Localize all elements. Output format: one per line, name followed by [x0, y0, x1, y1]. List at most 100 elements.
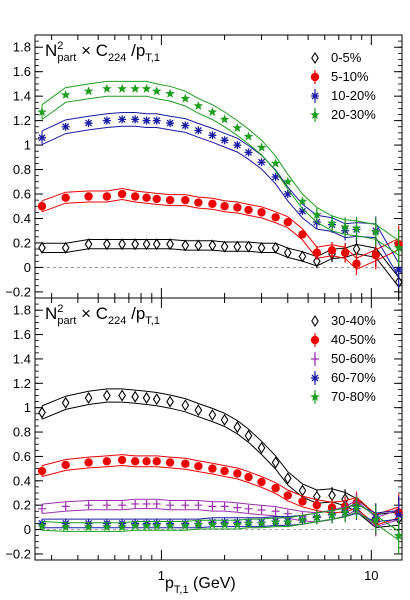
x-tick-label: 10	[364, 568, 378, 583]
legend: 30-40% 40-50% 50-60% 60-70% 70-80%	[310, 313, 376, 404]
data-point	[298, 230, 307, 239]
data-point	[194, 461, 203, 471]
data-point	[394, 510, 403, 519]
data-point	[102, 116, 111, 125]
data-point	[181, 399, 190, 412]
data-point	[152, 238, 161, 251]
data-point	[271, 213, 280, 222]
data-point	[271, 456, 280, 469]
data-point	[233, 503, 242, 512]
data-point	[181, 501, 190, 510]
data-point	[152, 457, 161, 466]
data-point	[83, 522, 94, 532]
data-point	[283, 190, 292, 199]
data-point	[208, 131, 217, 140]
data-point	[102, 192, 112, 201]
plot-frame	[34, 297, 403, 561]
series-10-20%	[38, 112, 403, 289]
series-20-30%	[37, 80, 404, 267]
data-point	[270, 158, 281, 168]
y-tick-label: 1.8	[13, 303, 31, 318]
data-point	[207, 107, 218, 117]
data-point	[244, 240, 253, 253]
data-point	[312, 512, 322, 522]
data-point	[61, 460, 70, 470]
data-point	[165, 195, 175, 205]
data-point	[298, 250, 307, 263]
data-point	[233, 141, 242, 150]
series-30-40%	[38, 388, 403, 538]
data-point	[257, 241, 266, 254]
data-point	[130, 192, 140, 201]
y-tick-label: 0	[24, 522, 31, 537]
data-point	[38, 504, 47, 513]
data-point	[165, 88, 175, 98]
data-point	[328, 489, 336, 502]
data-point	[166, 501, 175, 510]
x-tick-label: 1	[158, 568, 165, 583]
data-point	[84, 501, 93, 510]
y-tick-label: 1.4	[13, 351, 31, 366]
data-point	[257, 441, 266, 454]
panel-title: N2 part × C224 /pT,1	[45, 303, 160, 327]
y-tick-label: 0	[24, 260, 31, 275]
data-point	[84, 192, 93, 201]
y-tick-label: 1.4	[13, 89, 31, 104]
data-point	[371, 250, 380, 260]
data-point	[244, 148, 253, 157]
y-tick-label: −0.2	[5, 546, 31, 561]
data-point	[103, 238, 111, 251]
data-point	[84, 458, 93, 467]
data-point	[118, 501, 127, 510]
data-point	[220, 502, 229, 511]
data-point	[352, 259, 361, 268]
panel-1: −0.2 0 0.2 0.4 0.6 0.8 1 1.2 1.4 1.6 1.8 0-5% 5-10% 1…	[5, 34, 404, 301]
data-point	[131, 115, 140, 124]
y-tick-label: 0.4	[13, 473, 31, 488]
data-point	[283, 246, 292, 259]
data-point	[165, 520, 175, 530]
data-point	[371, 514, 381, 524]
data-point	[298, 484, 307, 497]
data-point	[340, 507, 350, 517]
legend: 0-5% 5-10% 10-20% 20-30%	[310, 50, 376, 122]
series-0-5%	[38, 237, 403, 301]
y-tick-label: 1.6	[13, 64, 31, 79]
y-tick-label: 1.6	[13, 327, 31, 342]
data-point	[327, 509, 337, 519]
data-point	[165, 458, 175, 467]
data-point	[142, 238, 151, 251]
data-point	[207, 519, 218, 529]
data-point	[60, 89, 71, 99]
data-point	[181, 121, 190, 130]
data-point	[233, 421, 242, 434]
data-point	[194, 198, 203, 207]
data-point	[351, 223, 362, 233]
legend-label: 20-30%	[331, 107, 376, 122]
data-point	[194, 501, 203, 510]
y-tick-label: 1.8	[13, 40, 31, 55]
x-axis-title: pT,1 (GeV)	[165, 575, 236, 596]
data-point	[38, 241, 46, 254]
data-point	[351, 502, 362, 512]
data-point	[102, 522, 112, 532]
data-point	[37, 520, 47, 530]
y-tick-label: 0.2	[13, 235, 31, 250]
data-point	[297, 196, 308, 206]
data-point	[117, 522, 127, 532]
y-tick-label: 1.2	[13, 113, 31, 128]
data-point	[220, 466, 229, 476]
panel-title: N2 part × C224 /pT,1	[45, 40, 160, 64]
data-point	[61, 502, 70, 511]
data-point	[208, 502, 217, 511]
data-point	[131, 499, 140, 508]
data-point	[219, 519, 230, 529]
data-point	[83, 86, 94, 96]
y-tick-label: 1	[24, 400, 31, 415]
data-point	[152, 194, 161, 204]
data-point	[130, 457, 140, 466]
data-point	[60, 522, 71, 532]
data-point	[142, 193, 151, 202]
y-tick-label: 0.6	[13, 449, 31, 464]
data-point	[298, 207, 307, 216]
